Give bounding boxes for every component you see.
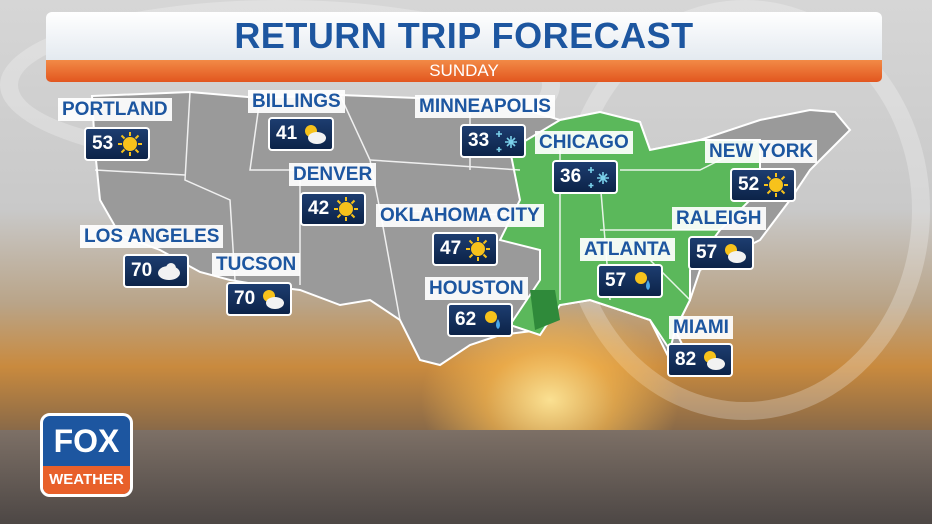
partly-cloudy-icon [301, 121, 327, 147]
sun-icon [117, 131, 143, 157]
city-label-denver: DENVER [289, 163, 377, 186]
temp-box-chicago: 36 [552, 160, 618, 194]
city-label-houston: HOUSTON [425, 277, 528, 300]
road-background [0, 430, 932, 524]
temperature: 70 [234, 288, 256, 309]
temp-box-portland: 53 [84, 127, 150, 161]
temperature: 82 [675, 349, 697, 370]
temperature: 47 [440, 238, 462, 259]
temp-box-oklahoma-city: 47 [432, 232, 498, 266]
temperature: 70 [131, 260, 153, 281]
temperature: 36 [560, 166, 582, 187]
temp-box-los-angeles: 70 [123, 254, 189, 288]
city-label-los-angeles: LOS ANGELES [80, 225, 224, 248]
city-label-portland: PORTLAND [58, 98, 172, 121]
partly-cloudy-icon [721, 240, 747, 266]
city-label-raleigh: RALEIGH [672, 207, 766, 230]
city-label-minneapolis: MINNEAPOLIS [415, 95, 555, 118]
sun-icon [465, 236, 491, 262]
city-label-chicago: CHICAGO [535, 131, 633, 154]
temperature: 62 [455, 309, 477, 330]
temperature: 41 [276, 123, 298, 144]
temp-box-raleigh: 57 [688, 236, 754, 270]
temp-box-houston: 62 [447, 303, 513, 337]
snow-icon [585, 164, 611, 190]
temperature: 57 [605, 270, 627, 291]
temp-box-atlanta: 57 [597, 264, 663, 298]
header-banner: RETURN TRIP FORECAST SUNDAY [46, 12, 882, 84]
partly-cloudy-icon [259, 286, 285, 312]
temperature: 57 [696, 242, 718, 263]
city-label-atlanta: ATLANTA [580, 238, 675, 261]
heavy-rain-area [530, 290, 560, 330]
temp-box-miami: 82 [667, 343, 733, 377]
temperature: 33 [468, 130, 490, 151]
city-label-miami: MIAMI [669, 316, 733, 339]
temp-box-denver: 42 [300, 192, 366, 226]
sun-rain-icon [480, 307, 506, 333]
snow-icon [493, 128, 519, 154]
city-label-oklahoma-city: OKLAHOMA CITY [376, 204, 544, 227]
city-label-new-york: NEW YORK [705, 140, 818, 163]
city-label-billings: BILLINGS [248, 90, 345, 113]
cloud-icon [156, 258, 182, 284]
city-label-tucson: TUCSON [212, 253, 301, 276]
temp-box-minneapolis: 33 [460, 124, 526, 158]
partly-cloudy-icon [700, 347, 726, 373]
temp-box-billings: 41 [268, 117, 334, 151]
sun-icon [763, 172, 789, 198]
temperature: 42 [308, 198, 330, 219]
temperature: 53 [92, 133, 114, 154]
temp-box-tucson: 70 [226, 282, 292, 316]
temp-box-new-york: 52 [730, 168, 796, 202]
page-title: RETURN TRIP FORECAST [234, 15, 694, 56]
fox-weather-logo: FOX WEATHER [40, 413, 133, 497]
day-subtitle: SUNDAY [46, 60, 882, 82]
temperature: 52 [738, 174, 760, 195]
sun-rain-icon [630, 268, 656, 294]
sun-icon [333, 196, 359, 222]
